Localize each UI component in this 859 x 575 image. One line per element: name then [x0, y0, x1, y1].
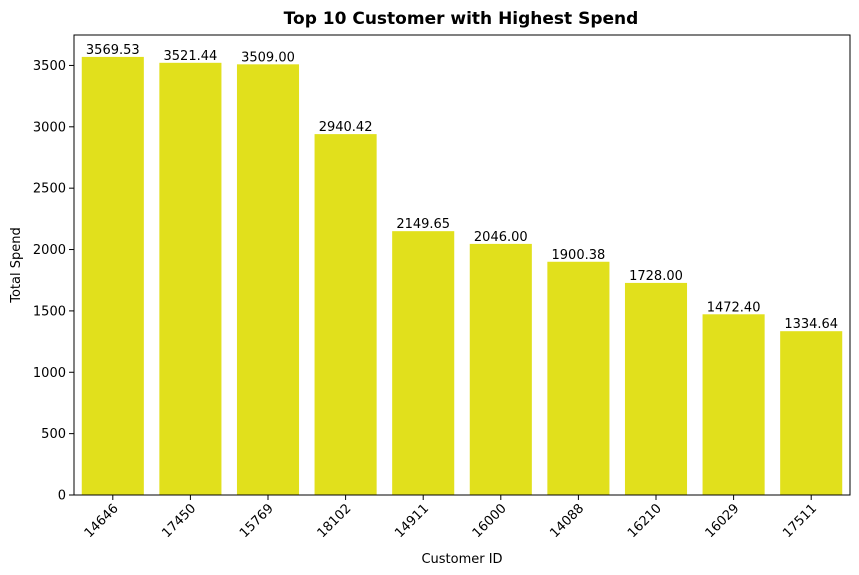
x-tick-label: 14911 — [392, 501, 432, 541]
y-axis-label: Total Spend — [9, 227, 24, 304]
x-tick-label: 16210 — [625, 501, 665, 541]
bar-15769 — [236, 64, 300, 495]
data-label-16210: 1728.00 — [629, 269, 683, 284]
x-axis-label: Customer ID — [421, 552, 502, 567]
x-tick-label: 17450 — [159, 501, 199, 541]
bar-16210 — [624, 282, 688, 495]
data-label-14088: 1900.38 — [552, 248, 606, 263]
y-axis: 0 500 1000 1500 2000 2500 3000 3500 — [33, 59, 74, 504]
x-tick-label: 14646 — [82, 501, 122, 541]
y-tick-label: 3500 — [33, 59, 66, 74]
data-label-16029: 1472.40 — [707, 300, 761, 315]
data-label-14646: 3569.53 — [86, 43, 140, 58]
x-tick-label: 14088 — [547, 501, 587, 541]
data-label-17450: 3521.44 — [164, 49, 218, 64]
bar-14088 — [547, 261, 610, 495]
y-tick-label: 0 — [58, 489, 66, 504]
x-tick-label: 16029 — [703, 501, 743, 541]
data-label-16000: 2046.00 — [474, 230, 528, 245]
bar-16029 — [702, 314, 765, 495]
bar-14646 — [81, 56, 144, 496]
data-label-18102: 2940.42 — [319, 120, 373, 135]
bar-16000 — [469, 243, 532, 495]
x-tick-label: 15769 — [237, 501, 277, 541]
data-labels-group: 3569.53 3521.44 3509.00 2940.42 2149.65 2046.… — [86, 43, 838, 332]
data-label-14911: 2149.65 — [396, 217, 450, 232]
bar-18102 — [314, 134, 377, 495]
y-tick-label: 1000 — [33, 366, 66, 381]
bar-17450 — [159, 62, 222, 496]
y-tick-label: 2500 — [33, 182, 66, 197]
x-axis: 14646 17450 15769 18102 14911 16000 14088 16210… — [82, 495, 820, 541]
y-tick-label: 1500 — [33, 304, 66, 319]
y-tick-label: 500 — [41, 427, 66, 442]
y-tick-label: 2000 — [33, 243, 66, 258]
x-tick-label: 17511 — [780, 501, 820, 541]
chart-title: Top 10 Customer with Highest Spend — [284, 9, 639, 29]
bar-14911 — [392, 231, 455, 495]
plot-frame — [73, 34, 851, 496]
data-label-15769: 3509.00 — [241, 50, 295, 65]
y-tick-label: 3000 — [33, 120, 66, 135]
data-label-17511: 1334.64 — [784, 317, 838, 332]
bars-group — [81, 56, 843, 496]
x-tick-label: 18102 — [315, 501, 355, 541]
bar-17511 — [780, 331, 843, 495]
x-tick-label: 16000 — [470, 501, 510, 541]
